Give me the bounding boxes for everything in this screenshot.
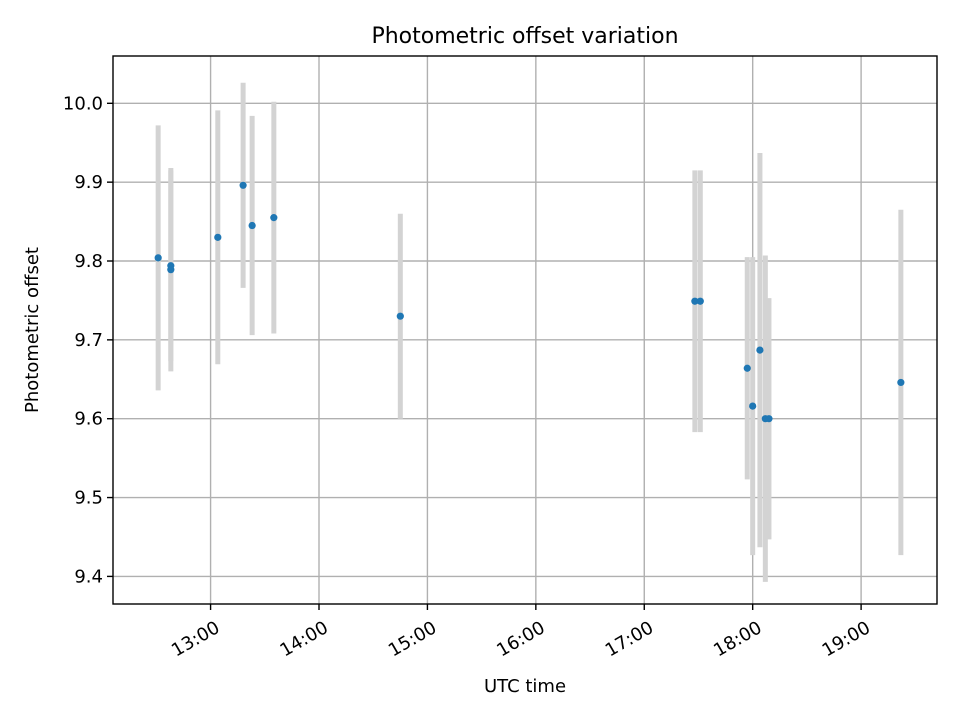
y-axis-label: Photometric offset bbox=[22, 247, 43, 413]
x-axis-label: UTC time bbox=[484, 676, 566, 697]
data-point bbox=[214, 233, 222, 241]
data-point bbox=[691, 297, 699, 305]
data-point bbox=[756, 346, 764, 354]
data-point bbox=[743, 364, 751, 372]
y-tick-label: 9.5 bbox=[74, 488, 103, 509]
data-points bbox=[154, 181, 905, 423]
chart-title: Photometric offset variation bbox=[371, 24, 678, 49]
y-tick-label: 9.8 bbox=[74, 251, 103, 272]
y-tick-label: 9.4 bbox=[74, 566, 103, 587]
data-point bbox=[154, 254, 162, 262]
data-point bbox=[396, 312, 404, 320]
y-tick-label: 10.0 bbox=[63, 93, 103, 114]
y-tick-label: 9.6 bbox=[74, 409, 103, 430]
data-point bbox=[270, 214, 278, 222]
data-point bbox=[749, 402, 757, 410]
data-point bbox=[696, 297, 704, 305]
y-axis-ticks: 9.4 9.5 9.6 9.7 9.8 9.9 10.0 bbox=[63, 93, 113, 587]
plot-frame bbox=[112, 55, 938, 605]
data-point bbox=[765, 415, 773, 423]
data-point bbox=[248, 221, 256, 230]
y-tick-label: 9.9 bbox=[74, 172, 103, 193]
data-point bbox=[239, 181, 247, 189]
data-point bbox=[167, 266, 175, 274]
y-tick-label: 9.7 bbox=[74, 330, 103, 351]
data-point bbox=[897, 378, 905, 387]
